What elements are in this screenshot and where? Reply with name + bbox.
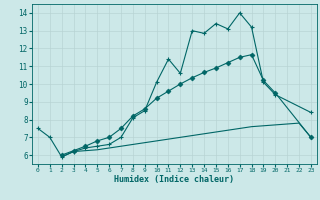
X-axis label: Humidex (Indice chaleur): Humidex (Indice chaleur) [115, 175, 234, 184]
